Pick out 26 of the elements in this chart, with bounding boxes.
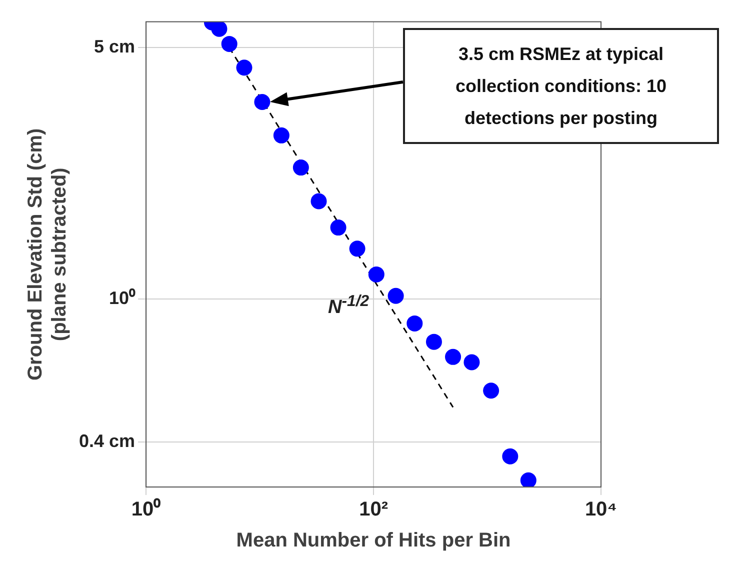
point	[349, 240, 366, 257]
x-tick-label: 10²	[359, 498, 388, 521]
point	[520, 472, 536, 487]
point	[464, 354, 480, 370]
point	[330, 220, 346, 236]
point	[483, 382, 500, 399]
x-axis-title: Mean Number of Hits per Bin	[236, 530, 511, 552]
y-tick-label: 0.4 cm	[78, 431, 136, 452]
point	[273, 127, 290, 144]
annotation: N$^{-1/2}$	[328, 292, 370, 319]
y-tick-label: 5 cm	[94, 36, 136, 57]
point	[406, 315, 423, 332]
point	[368, 266, 384, 282]
point	[310, 193, 327, 210]
point	[254, 94, 270, 110]
point	[426, 334, 442, 350]
callout-box: 3.5 cm RSMEz at typical collection conditions: 10 detections per posting	[403, 28, 719, 144]
x-tick-label: 10⁰	[131, 498, 161, 521]
point	[388, 288, 404, 304]
point	[445, 348, 462, 365]
point	[292, 160, 309, 176]
x-tick-label: 10⁴	[584, 498, 618, 521]
point	[236, 60, 252, 76]
point	[502, 448, 518, 464]
y-tick-label: 10⁰	[109, 288, 136, 308]
y-axis-title: Ground Elevation Std (cm) (plane subtracted)	[24, 128, 71, 381]
